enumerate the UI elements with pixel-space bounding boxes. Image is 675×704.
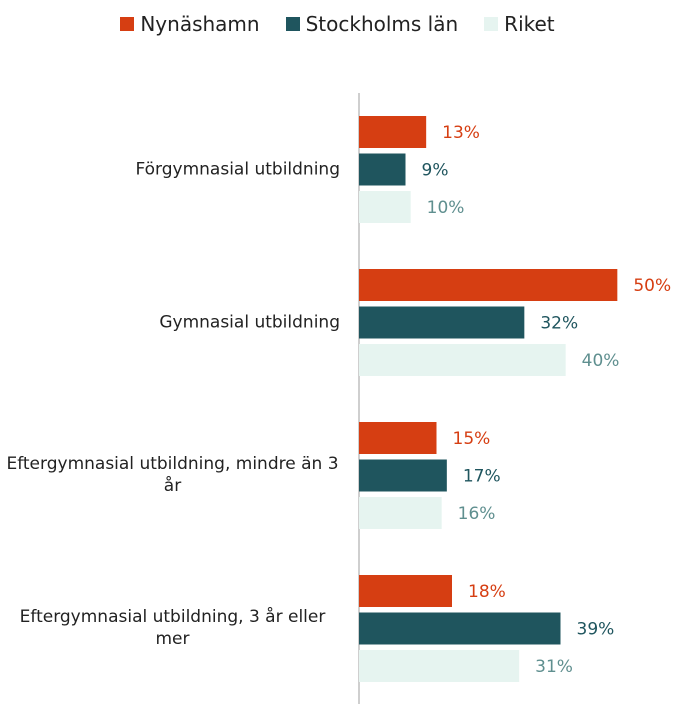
data-label: 15%	[453, 429, 491, 449]
data-label: 10%	[427, 198, 465, 218]
data-label: 50%	[633, 276, 671, 296]
data-label: 9%	[422, 161, 449, 181]
legend-swatch	[285, 17, 300, 31]
data-label: 32%	[540, 314, 578, 334]
bar	[359, 575, 452, 607]
legend-swatch	[484, 17, 499, 31]
category-label: Eftergymnasial utbildning, 3 år eller me…	[19, 606, 326, 650]
legend-item: Stockholms län	[285, 12, 459, 36]
legend-label: Riket	[504, 12, 555, 36]
legend-label: Nynäshamn	[140, 12, 260, 36]
bar	[359, 116, 427, 148]
bar	[359, 306, 525, 339]
bar	[359, 344, 566, 376]
bar	[359, 650, 520, 682]
legend-label: Stockholms län	[305, 12, 459, 36]
data-label: 13%	[442, 123, 480, 143]
bar	[359, 459, 447, 492]
legend-item: Riket	[484, 12, 555, 36]
legend-item: Nynäshamn	[120, 12, 260, 36]
data-label: 16%	[458, 504, 496, 524]
category-label: Eftergymnasial utbildning, mindre än 3 å…	[6, 453, 339, 497]
category-label: Förgymnasial utbildning	[135, 159, 340, 180]
bar	[359, 191, 411, 223]
legend: Nynäshamn Stockholms län Riket	[0, 12, 675, 36]
bar	[359, 269, 618, 301]
data-label: 17%	[463, 467, 501, 487]
data-label: 39%	[577, 620, 615, 640]
bar	[359, 422, 437, 454]
legend-swatch	[120, 17, 135, 31]
bar	[359, 497, 442, 529]
bar	[359, 612, 561, 645]
data-label: 18%	[468, 582, 506, 602]
data-label: 40%	[582, 351, 620, 371]
data-label: 31%	[535, 657, 573, 677]
bar	[359, 153, 406, 186]
category-label: Gymnasial utbildning	[159, 312, 340, 333]
